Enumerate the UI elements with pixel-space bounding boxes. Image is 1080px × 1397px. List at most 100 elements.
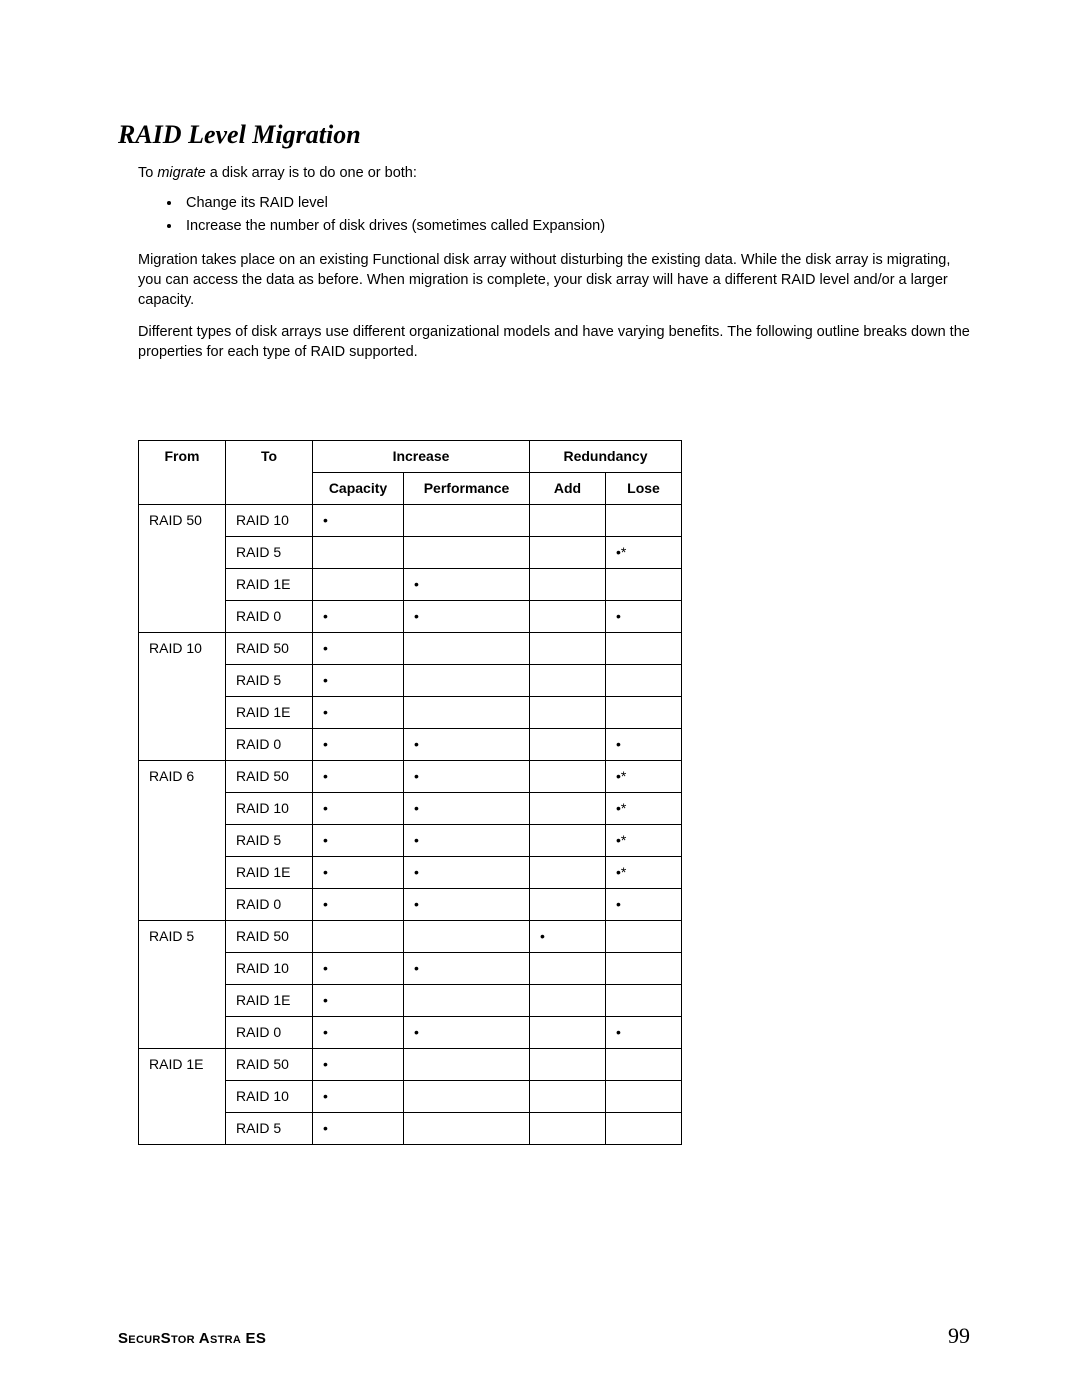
table-body: RAID 50RAID 10•RAID 5•*RAID 1E•RAID 0•••… — [139, 504, 682, 1144]
cell-add — [530, 568, 606, 600]
cell-lose — [606, 1080, 682, 1112]
migration-table: From To Increase Redundancy Capacity Per… — [138, 440, 682, 1145]
cell-performance: • — [404, 728, 530, 760]
cell-capacity — [313, 568, 404, 600]
cell-add — [530, 632, 606, 664]
cell-lose — [606, 984, 682, 1016]
th-increase: Increase — [313, 440, 530, 472]
cell-capacity: • — [313, 600, 404, 632]
cell-from: RAID 6 — [139, 760, 226, 920]
cell-add — [530, 1080, 606, 1112]
cell-performance: • — [404, 856, 530, 888]
cell-to: RAID 1E — [226, 856, 313, 888]
table-row: RAID 50RAID 10• — [139, 504, 682, 536]
cell-add — [530, 824, 606, 856]
cell-lose — [606, 568, 682, 600]
cell-add — [530, 664, 606, 696]
cell-to: RAID 10 — [226, 504, 313, 536]
cell-capacity — [313, 920, 404, 952]
cell-add — [530, 792, 606, 824]
cell-to: RAID 5 — [226, 1112, 313, 1144]
cell-capacity: • — [313, 824, 404, 856]
cell-to: RAID 5 — [226, 536, 313, 568]
cell-capacity: • — [313, 664, 404, 696]
cell-lose: •* — [606, 856, 682, 888]
cell-performance — [404, 1048, 530, 1080]
th-lose: Lose — [606, 472, 682, 504]
intro-suffix: a disk array is to do one or both: — [206, 165, 417, 181]
cell-performance: • — [404, 568, 530, 600]
cell-to: RAID 50 — [226, 1048, 313, 1080]
cell-performance — [404, 536, 530, 568]
cell-performance: • — [404, 600, 530, 632]
cell-lose: • — [606, 728, 682, 760]
intro-prefix: To — [138, 165, 157, 181]
cell-lose — [606, 1048, 682, 1080]
paragraph: Different types of disk arrays use diffe… — [138, 322, 970, 362]
cell-performance: • — [404, 952, 530, 984]
table-header-row: From To Increase Redundancy — [139, 440, 682, 472]
cell-capacity: • — [313, 792, 404, 824]
cell-capacity: • — [313, 760, 404, 792]
cell-to: RAID 50 — [226, 920, 313, 952]
cell-add: • — [530, 920, 606, 952]
cell-lose — [606, 1112, 682, 1144]
cell-performance: • — [404, 824, 530, 856]
cell-capacity: • — [313, 952, 404, 984]
cell-to: RAID 10 — [226, 1080, 313, 1112]
cell-performance — [404, 504, 530, 536]
cell-add — [530, 1016, 606, 1048]
th-capacity: Capacity — [313, 472, 404, 504]
page: RAID Level Migration To migrate a disk a… — [0, 0, 1080, 1397]
cell-performance — [404, 632, 530, 664]
cell-add — [530, 600, 606, 632]
cell-from: RAID 1E — [139, 1048, 226, 1144]
cell-capacity: • — [313, 728, 404, 760]
cell-lose — [606, 632, 682, 664]
cell-capacity: • — [313, 504, 404, 536]
cell-performance — [404, 1112, 530, 1144]
cell-to: RAID 5 — [226, 824, 313, 856]
cell-to: RAID 5 — [226, 664, 313, 696]
th-from: From — [139, 440, 226, 504]
cell-add — [530, 952, 606, 984]
th-performance: Performance — [404, 472, 530, 504]
cell-lose: • — [606, 888, 682, 920]
cell-capacity — [313, 536, 404, 568]
cell-capacity: • — [313, 856, 404, 888]
cell-to: RAID 0 — [226, 728, 313, 760]
cell-to: RAID 50 — [226, 632, 313, 664]
cell-add — [530, 728, 606, 760]
migration-table-wrap: From To Increase Redundancy Capacity Per… — [138, 440, 970, 1145]
cell-capacity: • — [313, 984, 404, 1016]
cell-to: RAID 10 — [226, 792, 313, 824]
cell-from: RAID 50 — [139, 504, 226, 632]
cell-capacity: • — [313, 1016, 404, 1048]
cell-lose: •* — [606, 824, 682, 856]
cell-performance — [404, 920, 530, 952]
cell-to: RAID 0 — [226, 1016, 313, 1048]
table-row: RAID 5RAID 50• — [139, 920, 682, 952]
cell-to: RAID 1E — [226, 696, 313, 728]
paragraph: Migration takes place on an existing Fun… — [138, 250, 970, 310]
th-add: Add — [530, 472, 606, 504]
cell-add — [530, 536, 606, 568]
cell-to: RAID 1E — [226, 984, 313, 1016]
cell-capacity: • — [313, 1048, 404, 1080]
footer-product: SecurStor Astra ES — [118, 1330, 266, 1347]
cell-lose: • — [606, 600, 682, 632]
cell-to: RAID 0 — [226, 600, 313, 632]
cell-lose: •* — [606, 760, 682, 792]
footer-page-number: 99 — [948, 1323, 970, 1349]
cell-capacity: • — [313, 1112, 404, 1144]
cell-to: RAID 50 — [226, 760, 313, 792]
intro-line: To migrate a disk array is to do one or … — [138, 164, 970, 184]
cell-lose: •* — [606, 536, 682, 568]
cell-performance — [404, 984, 530, 1016]
cell-capacity: • — [313, 888, 404, 920]
cell-performance — [404, 1080, 530, 1112]
cell-add — [530, 856, 606, 888]
th-to: To — [226, 440, 313, 504]
cell-performance: • — [404, 792, 530, 824]
cell-performance: • — [404, 760, 530, 792]
